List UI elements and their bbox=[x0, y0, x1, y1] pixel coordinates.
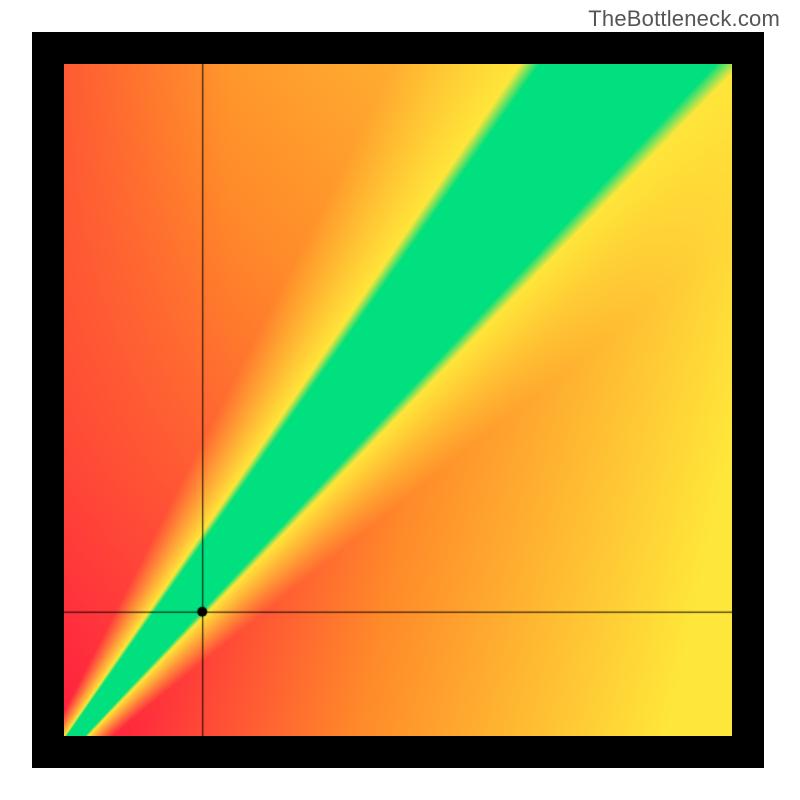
watermark-text: TheBottleneck.com bbox=[588, 6, 780, 32]
crosshair-overlay bbox=[64, 64, 732, 736]
